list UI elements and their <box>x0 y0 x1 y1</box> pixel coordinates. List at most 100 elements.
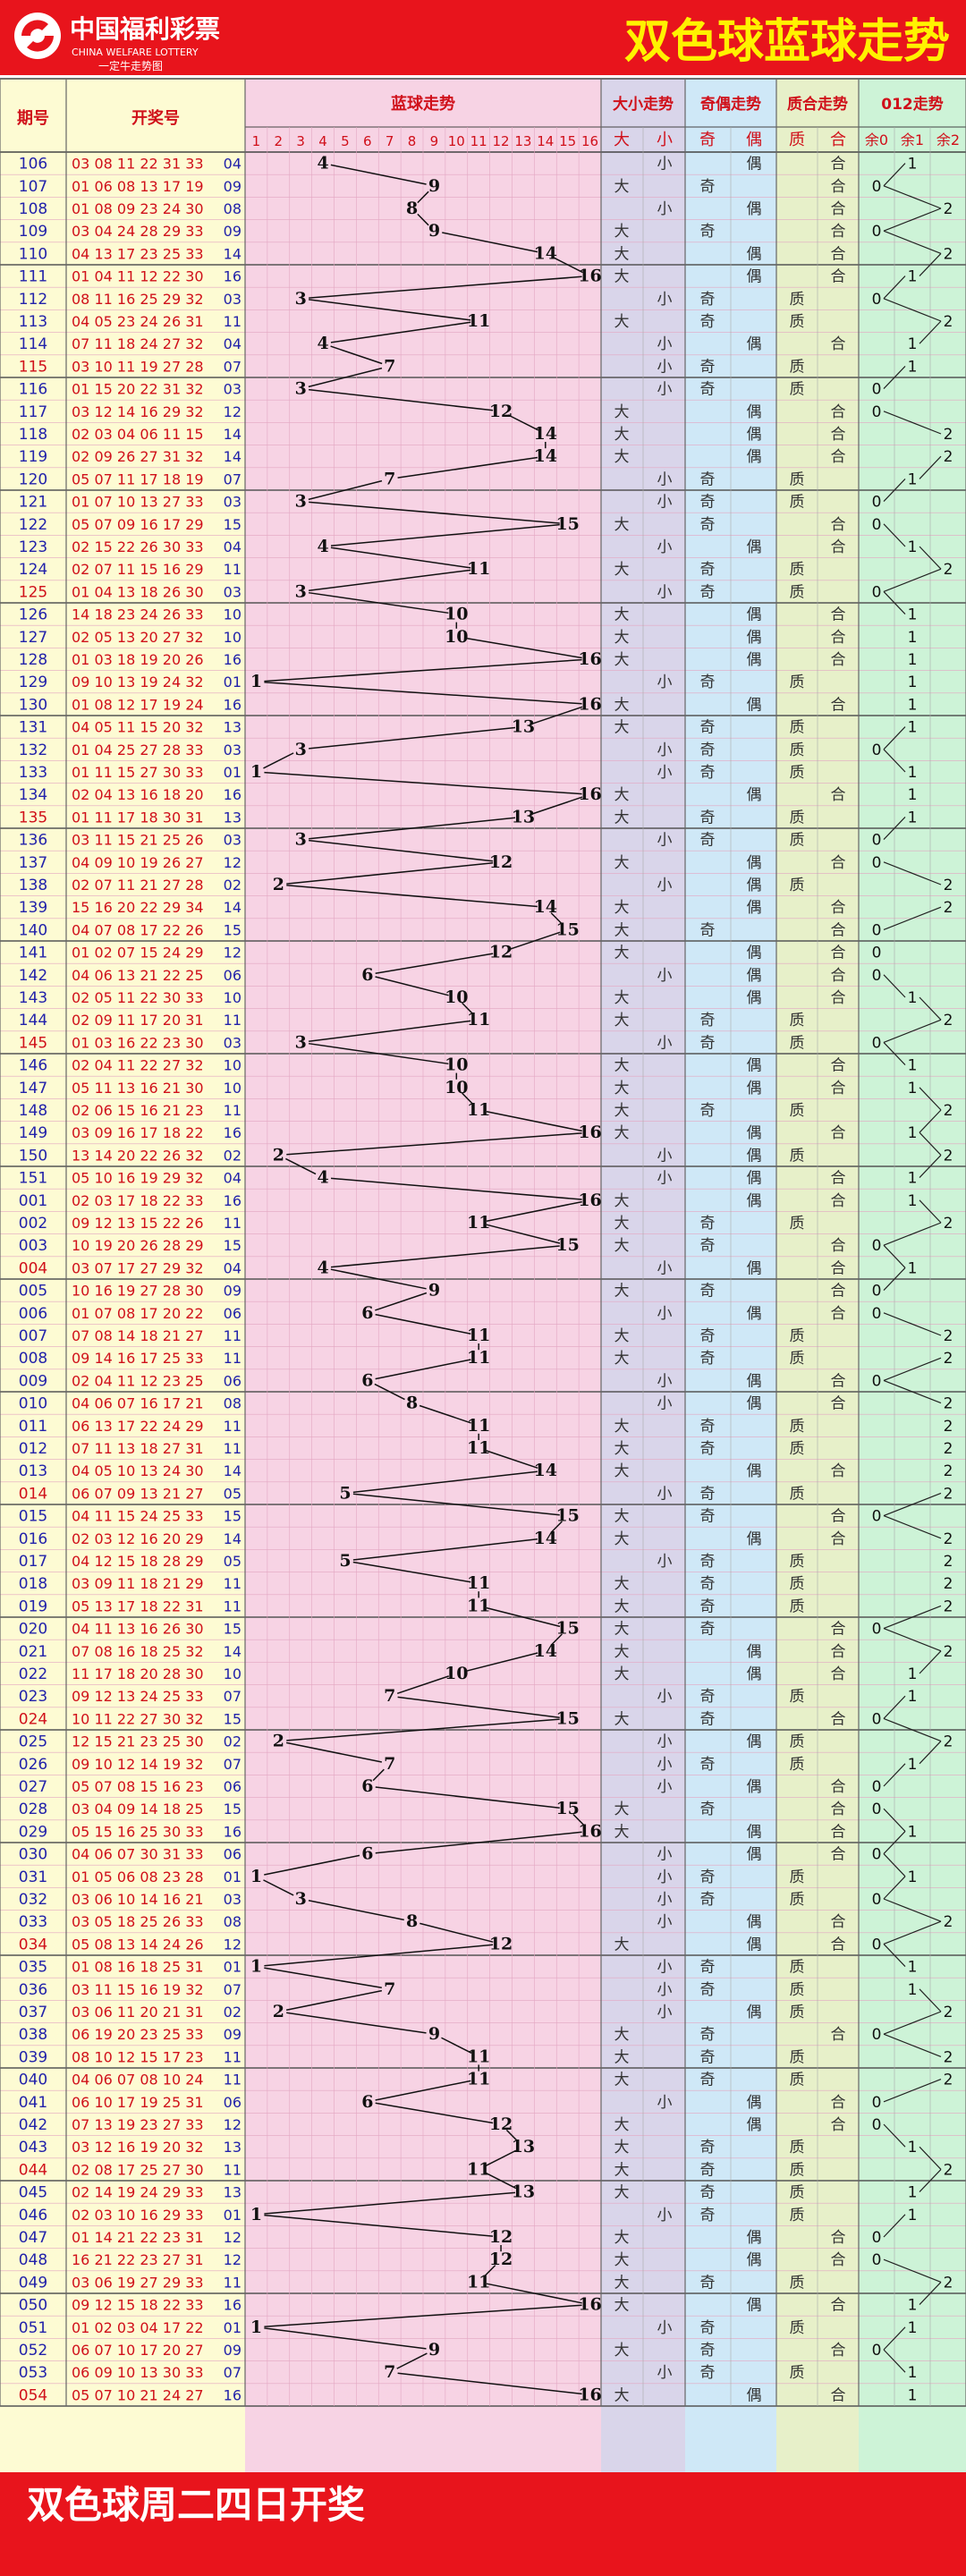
trend-segment <box>375 1359 471 1380</box>
red-balls-cell: 03 11 15 16 19 32 <box>72 1981 204 1998</box>
big-mark: 大 <box>614 1643 630 1661</box>
big-mark: 大 <box>614 2116 630 2134</box>
red-balls-cell: 05 10 16 19 29 32 <box>72 1170 204 1187</box>
mod3-mark: 2 <box>944 1530 953 1548</box>
small-mark: 小 <box>657 494 673 512</box>
trend-point: 14 <box>534 1641 557 1661</box>
big-mark: 大 <box>614 1508 630 1526</box>
odd-mark: 奇 <box>700 1283 716 1301</box>
prime-mark: 质 <box>790 719 805 737</box>
prime-mark: 质 <box>790 832 805 850</box>
trend-segment <box>572 1814 585 1826</box>
composite-mark: 合 <box>831 967 846 985</box>
composite-mark: 合 <box>831 426 846 444</box>
small-mark: 小 <box>657 381 673 399</box>
red-balls-cell: 01 04 25 27 28 33 <box>72 741 204 758</box>
odd-mark: 奇 <box>700 2364 716 2382</box>
red-balls-cell: 09 12 13 15 22 26 <box>72 1215 204 1232</box>
big-mark: 大 <box>614 1192 630 1210</box>
period-cell: 121 <box>19 494 47 512</box>
mod3-mark: 2 <box>944 426 953 444</box>
mod3-mark: 1 <box>908 696 918 714</box>
blue-ball-cell: 16 <box>224 1823 242 1840</box>
even-mark: 偶 <box>747 1080 762 1097</box>
blue-ball-cell: 11 <box>224 1012 242 1029</box>
red-balls-cell: 03 06 19 27 29 33 <box>72 2274 204 2291</box>
trend-segment <box>441 2037 472 2055</box>
trend-point: 3 <box>295 289 307 309</box>
composite-mark: 合 <box>831 2297 846 2315</box>
trend-point: 11 <box>467 2070 490 2089</box>
trend-point: 6 <box>361 965 373 985</box>
period-cell: 110 <box>19 245 47 263</box>
trend-point: 12 <box>489 1934 513 1953</box>
small-mark: 小 <box>657 1485 673 1503</box>
blue-tick-12: 12 <box>493 133 510 149</box>
blue-ball-cell: 01 <box>224 2207 242 2224</box>
trend-segment <box>375 1786 560 1809</box>
blue-ball-cell: 12 <box>224 945 242 962</box>
red-balls-cell: 01 08 16 18 25 31 <box>72 1959 204 1976</box>
prime-mark: 质 <box>790 764 805 782</box>
mod3-mark: 1 <box>908 1259 918 1277</box>
blue-ball-cell: 13 <box>224 2184 242 2201</box>
red-balls-cell: 06 07 09 13 21 27 <box>72 1485 204 1502</box>
trend-segment <box>264 2304 582 2327</box>
red-balls-cell: 02 07 11 15 16 29 <box>72 561 204 578</box>
trend-point: 15 <box>555 514 579 534</box>
prime-mark: 质 <box>790 1868 805 1886</box>
composite-mark: 合 <box>831 2342 846 2360</box>
blue-ball-cell: 01 <box>224 1868 242 1885</box>
red-balls-cell: 02 08 17 25 27 30 <box>72 2161 204 2178</box>
blue-ball-cell: 07 <box>224 358 242 375</box>
red-balls-cell: 05 11 13 16 21 30 <box>72 1080 204 1097</box>
red-balls-cell: 04 11 15 24 25 33 <box>72 1508 204 1525</box>
big-mark: 大 <box>614 268 630 286</box>
blue-ball-cell: 01 <box>224 764 242 781</box>
odd-mark: 奇 <box>700 1710 716 1728</box>
trend-point: 14 <box>534 897 557 917</box>
mod3-zigzag <box>883 726 906 750</box>
red-balls-cell: 05 15 16 25 30 33 <box>72 1823 204 1840</box>
mod3-mark: 2 <box>944 1350 953 1368</box>
mod3-mark: 1 <box>908 1057 918 1075</box>
trend-point: 2 <box>273 1732 284 1751</box>
red-balls-cell: 03 08 11 22 31 33 <box>72 156 204 173</box>
trend-segment <box>397 1696 560 1719</box>
mod3-zigzag <box>919 546 942 570</box>
big-mark: 大 <box>614 2297 630 2315</box>
trend-point: 1 <box>250 2318 262 2337</box>
red-balls-cell: 01 04 13 18 26 30 <box>72 583 204 600</box>
period-cell: 132 <box>19 741 47 759</box>
mod3-mark: 0 <box>872 2026 882 2044</box>
blue-ball-cell: 05 <box>224 1553 242 1570</box>
mod3-mark: 2 <box>944 2274 953 2292</box>
mod3-zigzag <box>919 996 942 1021</box>
big-mark: 大 <box>614 516 630 534</box>
even-mark: 偶 <box>747 1305 762 1323</box>
trend-point: 16 <box>578 2295 601 2315</box>
mod3-mark: 2 <box>944 1913 953 1931</box>
composite-mark: 合 <box>831 629 846 647</box>
trend-point: 11 <box>467 1010 490 1030</box>
odd-mark: 奇 <box>700 1237 716 1255</box>
blue-ball-cell: 06 <box>224 967 242 984</box>
mod3-mark: 0 <box>872 832 882 850</box>
mod3-zigzag <box>883 2123 906 2148</box>
mod3-mark: 1 <box>908 1959 918 1977</box>
trend-point: 10 <box>445 987 468 1007</box>
period-cell: 111 <box>19 268 47 286</box>
mod3-zigzag <box>883 974 906 998</box>
blue-ball-cell: 12 <box>224 2251 242 2268</box>
composite-mark: 合 <box>831 1372 846 1390</box>
prime-mark: 质 <box>790 2364 805 2382</box>
blue-ball-cell: 05 <box>224 1485 242 1502</box>
mod3-mark: 0 <box>872 2116 882 2134</box>
trend-point: 6 <box>361 1370 373 1390</box>
trend-segment <box>550 1633 563 1646</box>
period-cell: 130 <box>19 696 47 714</box>
trend-segment <box>530 706 583 725</box>
composite-mark: 合 <box>831 268 846 286</box>
mod3-zigzag <box>883 2349 906 2373</box>
mod3-mark: 0 <box>872 1801 882 1818</box>
